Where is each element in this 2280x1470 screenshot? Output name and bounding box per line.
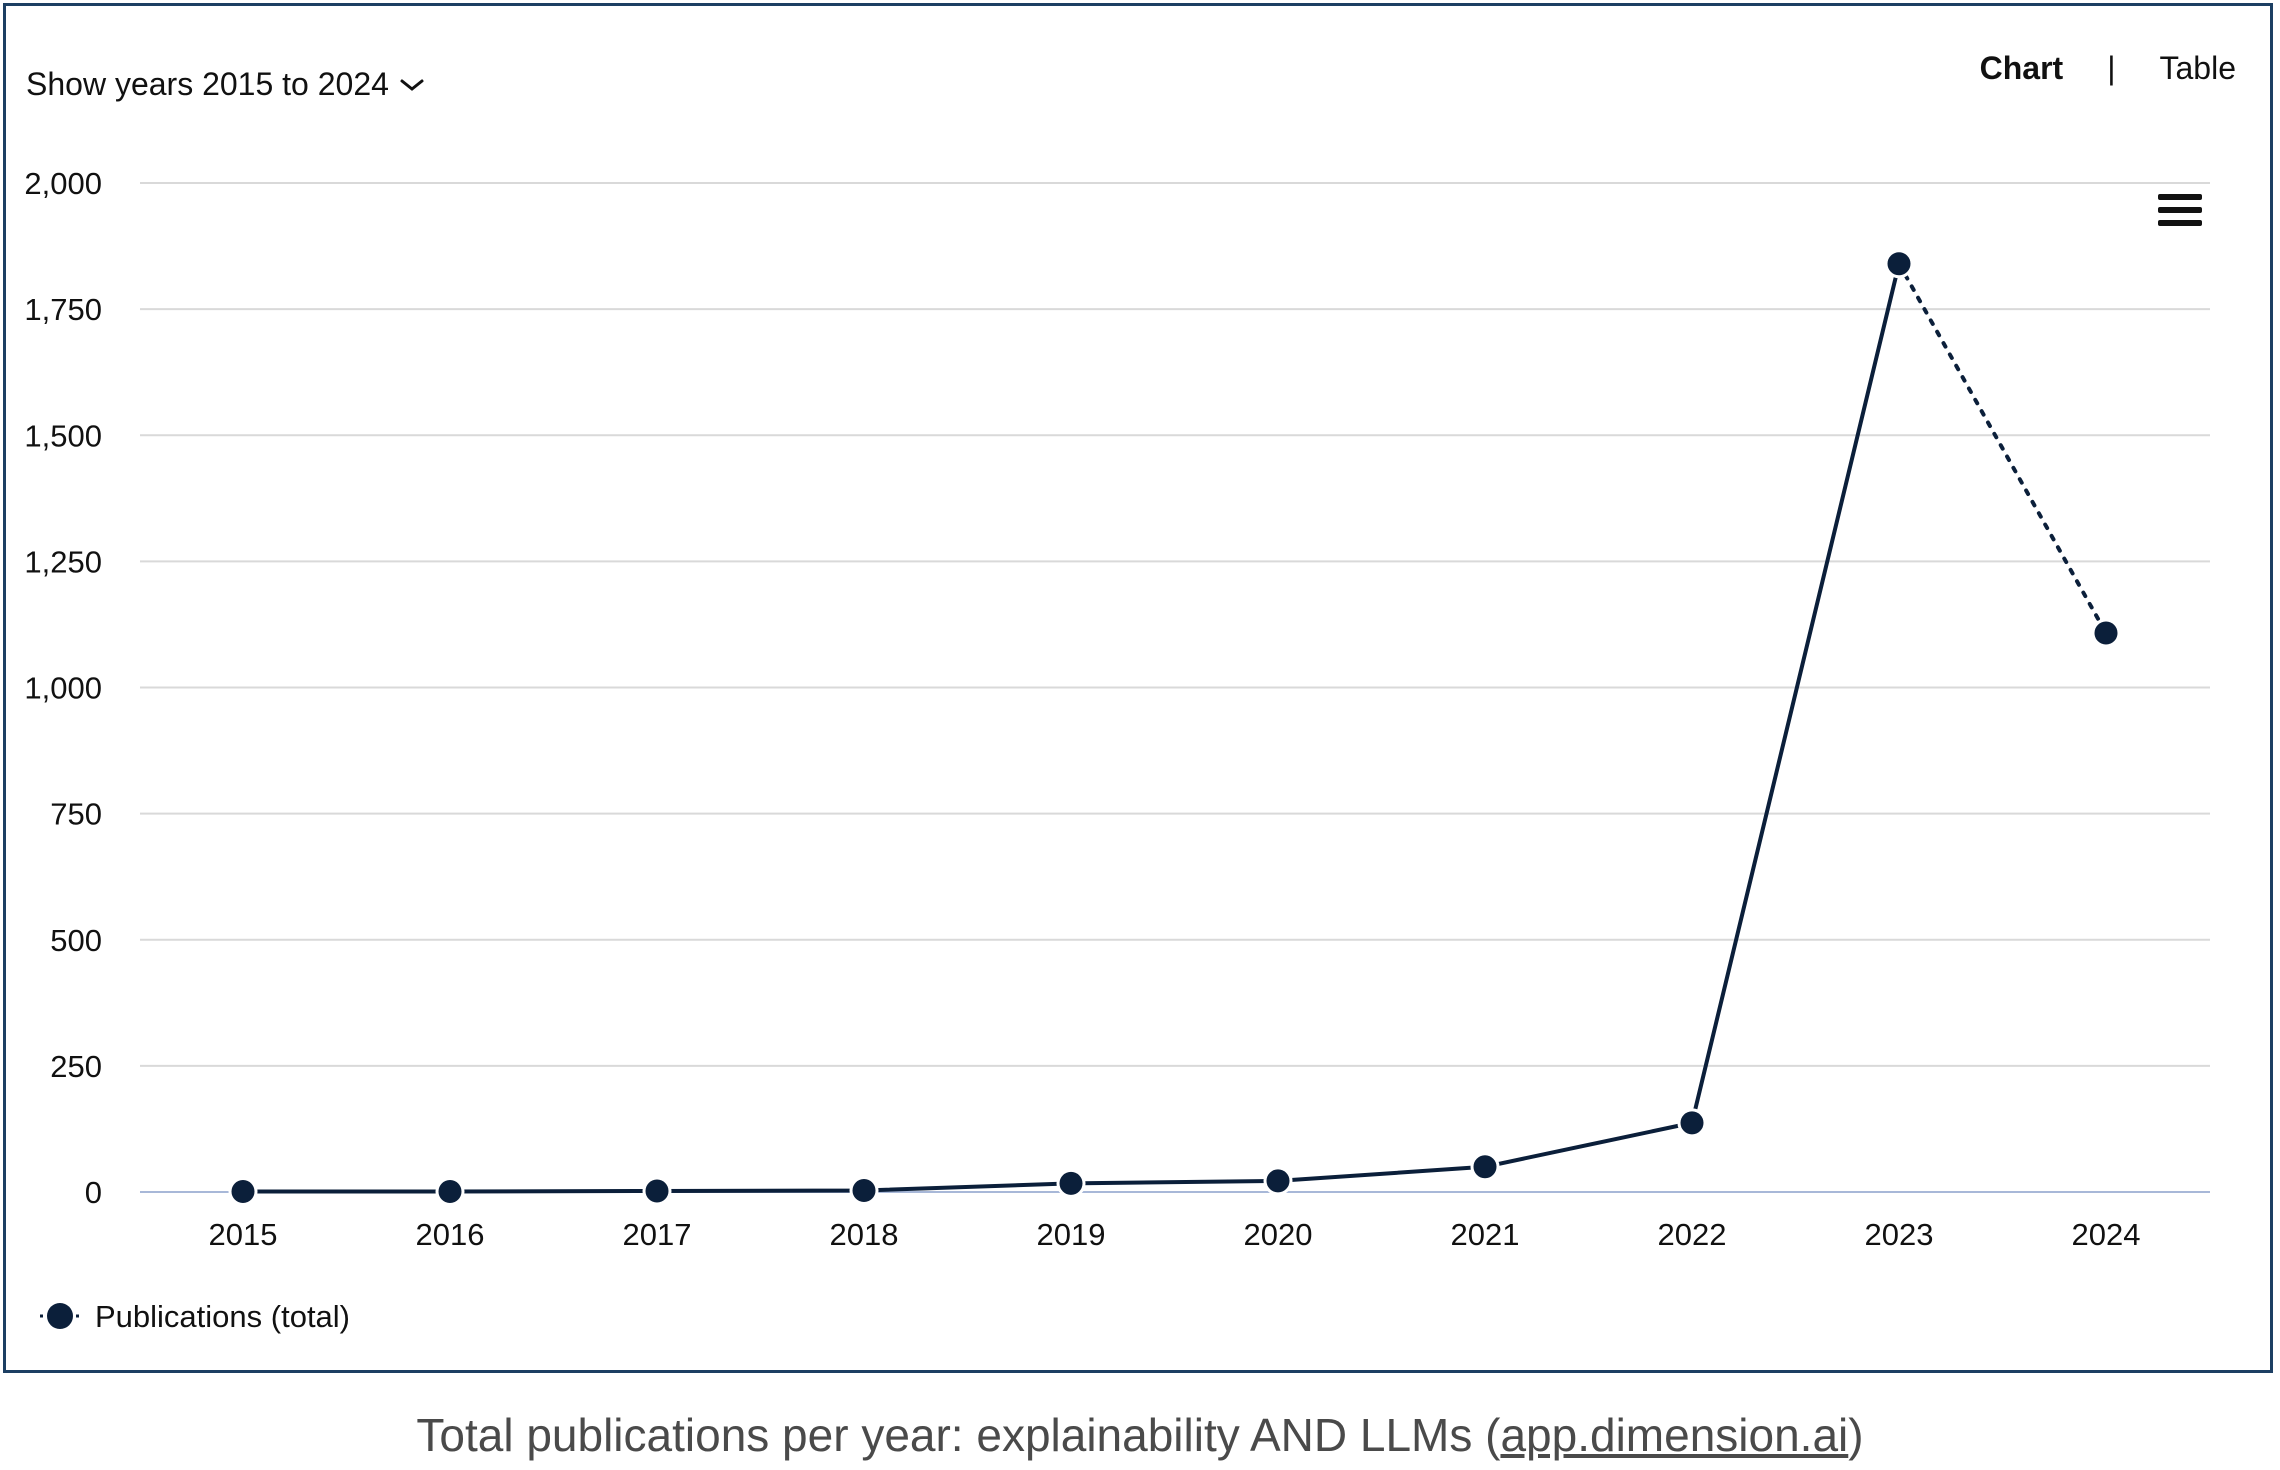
legend-label: Publications (total)	[95, 1299, 350, 1334]
y-tick-label: 250	[50, 1049, 102, 1084]
x-tick-label: 2022	[1658, 1217, 1727, 1252]
line-chart: 0 250 500 750 1,000 1,250 1,500 1,750 2,000 2015 2…	[24, 166, 2210, 1334]
x-tick-label: 2023	[1865, 1217, 1934, 1252]
table-view-link[interactable]: Table	[2159, 50, 2237, 86]
source-link[interactable]: app.dimension.ai	[1500, 1409, 1849, 1461]
chevron-down-icon	[400, 79, 424, 91]
y-tick-label: 1,750	[24, 292, 102, 327]
caption-suffix: )	[1848, 1409, 1864, 1461]
series-line-dotted	[1897, 261, 2108, 636]
data-point	[1884, 249, 1914, 279]
data-point	[1677, 1108, 1707, 1138]
x-tick-label: 2017	[623, 1217, 692, 1252]
y-tick-label: 500	[50, 923, 102, 958]
y-tick-label: 0	[85, 1175, 102, 1210]
y-tick-label: 2,000	[24, 166, 102, 201]
x-tick-label: 2015	[209, 1217, 278, 1252]
x-tick-label: 2020	[1244, 1217, 1313, 1252]
data-point	[1263, 1166, 1293, 1196]
data-point	[1470, 1152, 1500, 1182]
x-tick-label: 2024	[2072, 1217, 2141, 1252]
caption-prefix: Total publications per year: explainabil…	[416, 1409, 1501, 1461]
y-tick-label: 1,250	[24, 544, 102, 579]
y-tick-label: 1,500	[24, 418, 102, 453]
x-tick-label: 2018	[830, 1217, 899, 1252]
data-point	[435, 1176, 465, 1206]
view-separator: |	[2107, 50, 2116, 86]
figure-caption: Total publications per year: explainabil…	[0, 1408, 2280, 1462]
data-point	[642, 1176, 672, 1206]
hamburger-menu-icon[interactable]	[2158, 194, 2202, 230]
view-toggle: Chart | Table	[1980, 50, 2236, 87]
data-point	[2091, 618, 2121, 648]
data-point	[228, 1176, 258, 1206]
y-tick-label: 750	[50, 797, 102, 832]
y-tick-label: 1,000	[24, 671, 102, 706]
year-range-label: Show years 2015 to 2024	[26, 66, 389, 102]
year-range-dropdown[interactable]: Show years 2015 to 2024	[26, 66, 425, 103]
chart-view-link[interactable]: Chart	[1979, 50, 2064, 86]
series-line	[243, 263, 1901, 1194]
x-tick-label: 2016	[416, 1217, 485, 1252]
data-point	[1056, 1168, 1086, 1198]
x-tick-label: 2021	[1451, 1217, 1520, 1252]
x-tick-label: 2019	[1037, 1217, 1106, 1252]
legend-marker	[47, 1303, 73, 1329]
data-point	[849, 1175, 879, 1205]
